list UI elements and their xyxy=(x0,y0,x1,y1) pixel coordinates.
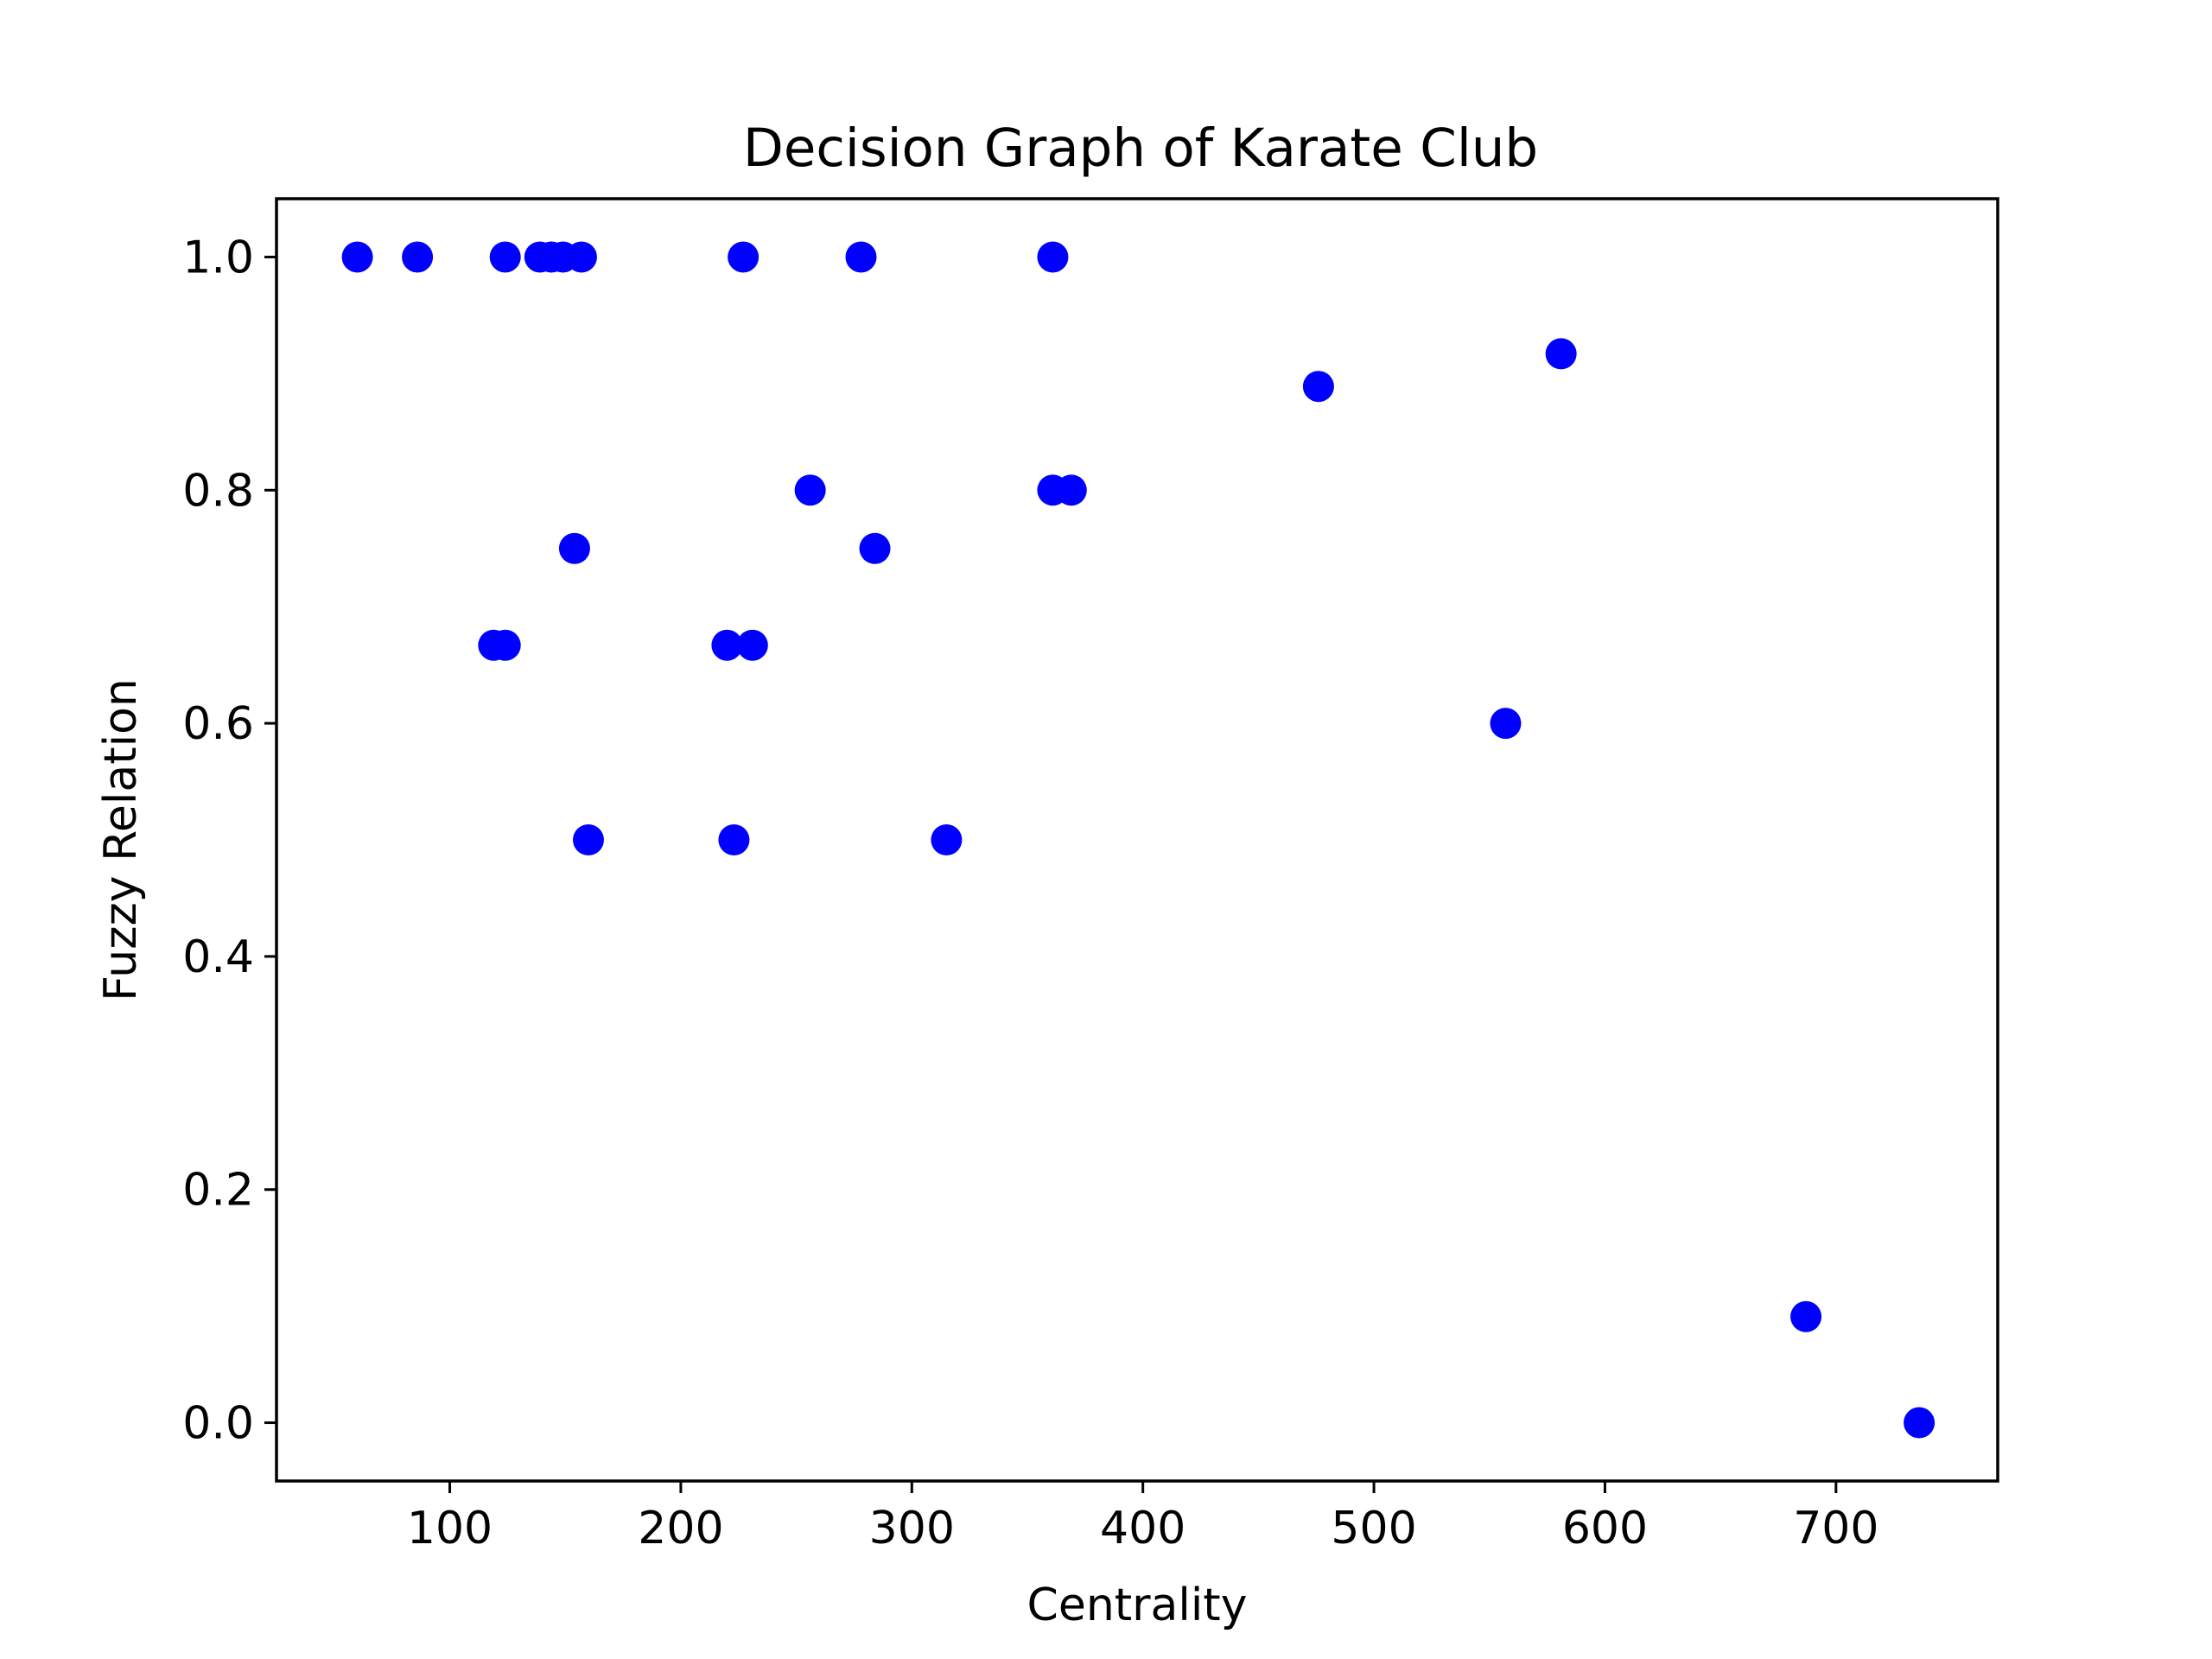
x-tick-label: 300 xyxy=(869,1503,955,1554)
y-axis-label: Fuzzy Relation xyxy=(95,678,147,1001)
data-point xyxy=(341,241,373,273)
data-point xyxy=(1904,1407,1936,1439)
data-points xyxy=(341,241,1936,1439)
data-point xyxy=(558,532,590,564)
data-point xyxy=(728,241,760,273)
data-point xyxy=(931,824,963,855)
data-point xyxy=(572,824,604,855)
x-tick-label: 400 xyxy=(1100,1503,1185,1554)
x-axis-ticks: 100 200 300 400 500 600 700 xyxy=(407,1481,1878,1554)
x-axis-label: Centrality xyxy=(1027,1580,1248,1631)
x-tick-label: 100 xyxy=(407,1503,493,1554)
data-point xyxy=(718,824,750,855)
x-tick-label: 700 xyxy=(1793,1503,1878,1554)
plot-frame xyxy=(275,197,1999,1483)
data-point xyxy=(1545,338,1577,370)
x-tick-label: 200 xyxy=(638,1503,723,1554)
data-point xyxy=(794,474,826,506)
x-tick-label: 600 xyxy=(1562,1503,1648,1554)
data-point xyxy=(1055,474,1087,506)
y-tick-label: 0.4 xyxy=(182,931,254,983)
y-tick-label: 0.6 xyxy=(182,698,254,750)
data-point xyxy=(711,629,743,661)
data-point xyxy=(489,241,521,273)
y-tick-label: 0.2 xyxy=(182,1165,254,1217)
data-point xyxy=(845,241,877,273)
data-point xyxy=(1490,708,1522,740)
chart-title: Decision Graph of Karate Club xyxy=(743,118,1538,179)
data-point xyxy=(736,629,768,661)
y-tick-label: 0.8 xyxy=(182,465,254,517)
data-point xyxy=(1302,371,1334,403)
y-tick-label: 0.0 xyxy=(182,1398,254,1450)
data-point xyxy=(1037,241,1069,273)
data-point xyxy=(402,241,434,273)
data-point xyxy=(565,241,597,273)
data-point xyxy=(1790,1300,1822,1332)
data-point xyxy=(859,532,891,564)
y-axis-ticks: 0.0 0.2 0.4 0.6 0.8 1.0 xyxy=(182,232,276,1450)
x-tick-label: 500 xyxy=(1331,1503,1416,1554)
y-tick-label: 1.0 xyxy=(182,232,254,283)
data-point xyxy=(489,629,521,661)
